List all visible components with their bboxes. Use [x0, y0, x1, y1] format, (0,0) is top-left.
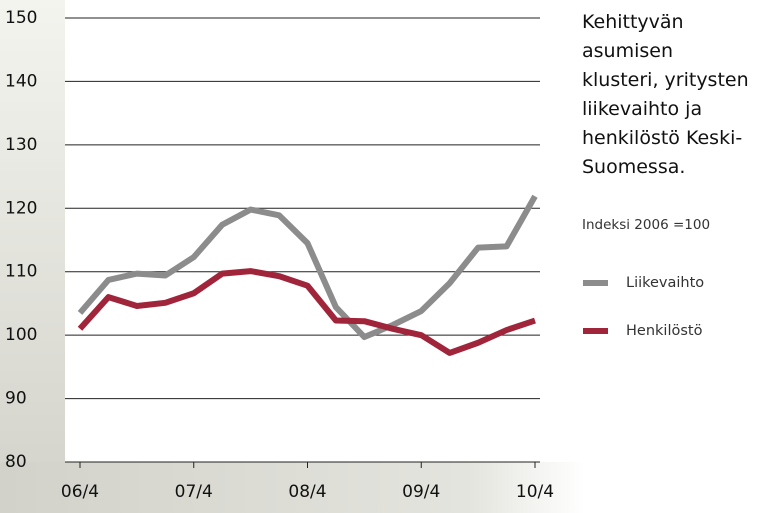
x-tick-label: 10/4: [516, 482, 554, 502]
y-tick-label: 120: [5, 198, 37, 218]
y-tick-label: 80: [5, 452, 27, 472]
legend-label: Liikevaihto: [626, 275, 704, 291]
y-tick-label: 140: [5, 71, 37, 91]
legend-label: Henkilöstö: [626, 323, 703, 339]
series-line: [77, 268, 536, 356]
axis-band: [0, 462, 585, 513]
axis-band: [0, 0, 65, 513]
series-line: [77, 194, 538, 341]
x-tick-label: 07/4: [175, 482, 213, 502]
x-tick-label: 09/4: [402, 482, 440, 502]
y-tick-label: 150: [5, 8, 37, 28]
y-tick-label: 100: [5, 325, 37, 345]
x-tick-label: 08/4: [288, 482, 326, 502]
y-tick-label: 90: [5, 389, 27, 409]
x-tick-label: 06/4: [61, 482, 99, 502]
chart-subtitle: Indeksi 2006 =100: [582, 217, 711, 233]
chart-title: Kehittyvän asumisen klusteri, yritysten …: [582, 11, 749, 178]
y-tick-label: 130: [5, 135, 37, 155]
y-tick-label: 110: [5, 262, 37, 282]
